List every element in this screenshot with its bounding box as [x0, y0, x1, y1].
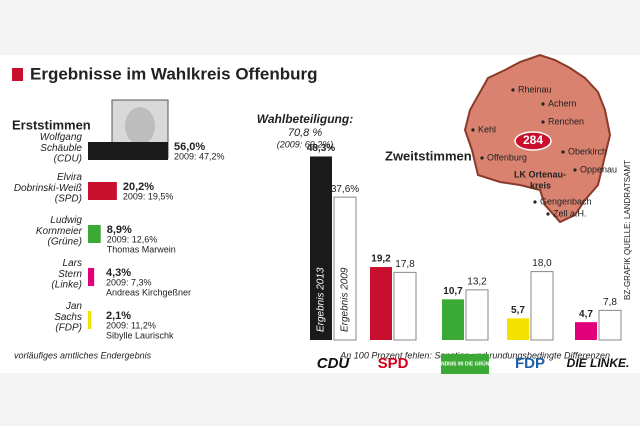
value-label: 8,9%: [107, 224, 132, 236]
value-label: 4,3%: [106, 267, 131, 279]
bar: [88, 225, 101, 243]
value-label: 4,7: [579, 309, 593, 320]
bar: [393, 271, 417, 341]
bar: [88, 268, 95, 286]
map-place: Gengenbach: [540, 196, 592, 206]
turnout-label: Wahlbeteiligung:: [257, 112, 353, 126]
previous-label: 2009: 11,2%: [106, 320, 156, 330]
zweit-title: Zweitstimmen: [385, 148, 472, 163]
value-label: 13,2: [467, 276, 487, 287]
party-logo: [441, 354, 489, 374]
value-label: 17,8: [395, 259, 415, 270]
bar: [442, 299, 464, 340]
map-dot: [541, 102, 545, 106]
value-label: 19,2: [371, 254, 391, 265]
map-dot: [541, 120, 545, 124]
value-label: 7,8: [603, 297, 617, 308]
bar: [88, 311, 91, 329]
category-label: SPD: [378, 355, 409, 372]
previous-label: 2009: 47,2%: [174, 151, 225, 161]
category-label: DIE LINKE.: [567, 356, 630, 370]
map-dot: [546, 212, 550, 216]
map-dot: [533, 200, 537, 204]
erst-title: Erststimmen: [12, 117, 91, 132]
category-label: FDP: [515, 355, 545, 372]
candidate-name: Ludwig Kornmeier: [36, 215, 83, 237]
turnout-previous: (2009: 69,2%): [277, 139, 334, 149]
map-district: kreis: [530, 180, 551, 190]
title: Ergebnisse im Wahlkreis Offenburg: [30, 64, 318, 83]
bar: [88, 182, 117, 200]
map-dot: [511, 88, 515, 92]
candidate-party: (SPD): [55, 194, 82, 205]
candidate-name: Wolfgang Schäuble: [40, 132, 83, 154]
list-candidate: Sibylle Laurischk: [106, 330, 174, 340]
previous-label: 2009: 19,5%: [123, 191, 174, 201]
bar: [88, 142, 168, 160]
bar: [370, 267, 392, 340]
list-candidate: Thomas Marwein: [107, 244, 176, 254]
value-label: 56,0%: [174, 141, 205, 153]
candidate-party: (CDU): [54, 154, 82, 165]
map-place: Renchen: [548, 116, 584, 126]
bar: [507, 318, 529, 340]
category-label: CDU: [317, 355, 351, 372]
map-dot: [561, 150, 565, 154]
value-label: 37,6%: [331, 184, 359, 195]
bar: [575, 322, 597, 340]
bar: [333, 196, 357, 341]
footnote: vorläufiges amtliches Endergebnis: [14, 350, 152, 360]
bar: [310, 156, 332, 340]
map-dot: [471, 128, 475, 132]
map: [463, 53, 612, 224]
list-candidate: Andreas Kirchgeßner: [106, 287, 191, 297]
map-district: LK Ortenau-: [514, 169, 566, 179]
previous-label: 2009: 12,6%: [107, 234, 158, 244]
map-dot: [573, 168, 577, 172]
title-marker: [12, 68, 23, 81]
series-name: Ergebnis 2013: [316, 267, 327, 332]
value-label: 2,1%: [106, 310, 131, 322]
candidate-party: (FDP): [55, 323, 82, 334]
source: BZ-GRAFIK QUELLE: LANDRATSAMT: [623, 160, 632, 300]
bar: [598, 309, 622, 341]
map-number: 284: [523, 133, 543, 147]
value-label: 20,2%: [123, 181, 154, 193]
value-label: 18,0: [532, 258, 552, 269]
map-place: Oberkirch: [568, 146, 607, 156]
value-label: 5,7: [511, 305, 525, 316]
candidate-name: Jan Sachs: [54, 301, 82, 323]
value-label: 48,3%: [307, 143, 335, 154]
map-place: Rheinau: [518, 84, 552, 94]
value-label: 10,7: [443, 286, 463, 297]
candidate-party: (Grüne): [48, 237, 82, 248]
map-dot: [480, 156, 484, 160]
candidate-party: (Linke): [51, 280, 82, 291]
map-place: Achern: [548, 98, 577, 108]
candidate-name: Lars Stern: [58, 258, 82, 280]
bar: [530, 271, 554, 341]
series-name: Ergebnis 2009: [340, 267, 351, 332]
map-place: Kehl: [478, 124, 496, 134]
map-place: Oppenau: [580, 164, 617, 174]
bar: [465, 289, 489, 341]
turnout-value: 70,8 %: [288, 127, 322, 139]
category-label: BÜNDNIS 90 DIE GRÜNEN: [434, 360, 497, 367]
candidate-name: Elvira Dobrinski-Weiß: [14, 172, 83, 194]
map-place: Zell a.H.: [553, 208, 587, 218]
map-place: Offenburg: [487, 152, 527, 162]
previous-label: 2009: 7,3%: [106, 277, 152, 287]
